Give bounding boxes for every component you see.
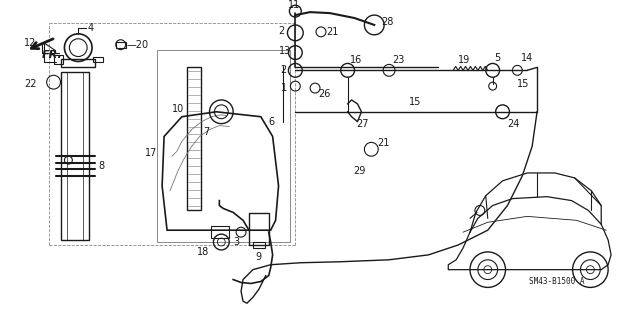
Text: 5: 5 <box>495 53 501 63</box>
Text: 19: 19 <box>458 56 470 65</box>
Text: 3: 3 <box>233 237 239 247</box>
Text: 15: 15 <box>517 79 530 89</box>
Text: 8: 8 <box>98 161 104 171</box>
Text: 2: 2 <box>278 26 285 36</box>
Text: 1: 1 <box>280 83 287 93</box>
Bar <box>157 50 291 242</box>
Bar <box>61 72 89 240</box>
Text: 28: 28 <box>381 17 394 27</box>
Bar <box>253 242 265 248</box>
Bar <box>67 72 83 240</box>
Text: SM43-B1500 A: SM43-B1500 A <box>529 277 584 286</box>
Bar <box>116 42 125 48</box>
Text: 11: 11 <box>289 0 301 10</box>
Bar <box>187 67 200 211</box>
Text: 12: 12 <box>24 38 36 48</box>
Text: 18: 18 <box>196 247 209 257</box>
Text: —20: —20 <box>127 40 148 50</box>
Text: 10: 10 <box>172 104 184 114</box>
Bar <box>249 213 269 245</box>
Text: 21: 21 <box>377 138 390 148</box>
Text: 6: 6 <box>269 117 275 127</box>
Text: 29: 29 <box>353 166 366 176</box>
Text: 22: 22 <box>24 79 36 89</box>
Bar <box>211 226 229 238</box>
Text: 16: 16 <box>349 56 362 65</box>
Text: 4: 4 <box>87 23 93 33</box>
Text: 2: 2 <box>280 65 287 75</box>
Text: 9: 9 <box>256 252 262 262</box>
Text: 14: 14 <box>522 53 534 63</box>
Text: 13: 13 <box>278 46 291 56</box>
Text: 27: 27 <box>356 119 369 129</box>
Text: 26: 26 <box>318 89 330 99</box>
Text: 15: 15 <box>409 97 421 107</box>
Text: FR.: FR. <box>42 49 63 60</box>
Text: 21: 21 <box>326 27 339 37</box>
Text: 17: 17 <box>145 148 157 158</box>
Text: 23: 23 <box>392 56 404 65</box>
Text: 24: 24 <box>508 119 520 129</box>
Text: 7: 7 <box>204 127 210 137</box>
